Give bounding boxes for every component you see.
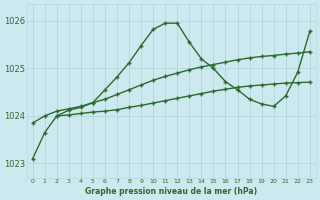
X-axis label: Graphe pression niveau de la mer (hPa): Graphe pression niveau de la mer (hPa) <box>85 187 257 196</box>
